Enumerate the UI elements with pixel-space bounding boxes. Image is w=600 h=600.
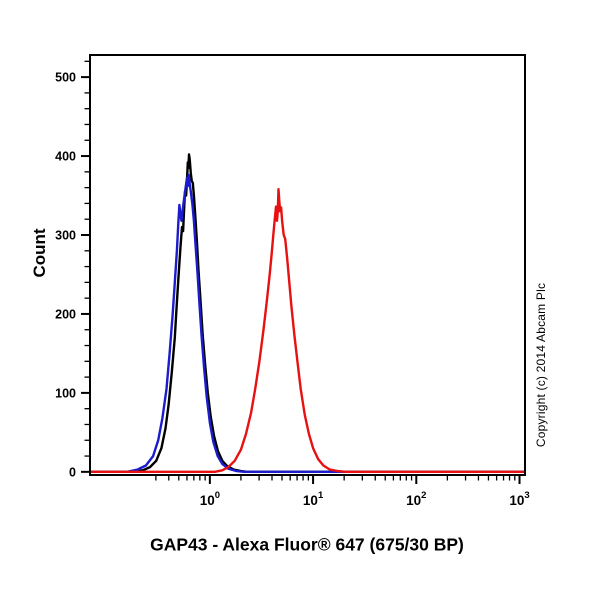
y-tick-label: 300 <box>55 229 76 243</box>
x-tick-label: 103 <box>509 490 529 508</box>
y-tick-label: 400 <box>55 150 76 164</box>
x-tick-label: 100 <box>200 490 220 508</box>
plot-box <box>89 54 526 476</box>
y-tick-label: 200 <box>55 307 76 321</box>
black-curve <box>90 153 525 473</box>
blue-curve <box>90 173 525 473</box>
copyright-label: Copyright (c) 2014 Abcam Plc <box>534 282 548 448</box>
chart-title: GAP43 - Alexa Fluor® 647 (675/30 BP) <box>150 534 464 555</box>
red-curve <box>90 187 525 473</box>
x-tick-label: 101 <box>303 490 324 508</box>
y-axis-title: Count <box>30 228 49 278</box>
y-tick-label: 500 <box>55 71 76 85</box>
y-tick-label: 0 <box>69 465 76 479</box>
y-tick-label: 100 <box>55 386 76 400</box>
x-tick-label: 102 <box>406 490 426 508</box>
